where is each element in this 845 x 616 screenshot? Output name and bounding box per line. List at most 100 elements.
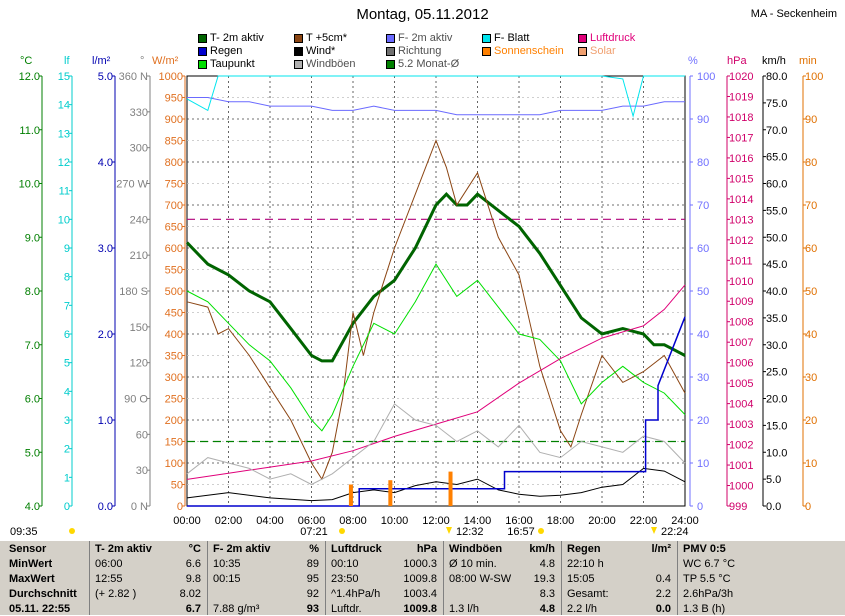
axis-label-wind: 5.0 [766,474,781,486]
axis-label-press: 1019 [729,91,753,103]
panel-hum-unit: % [309,542,319,555]
panel-sensor-header: Sensor [9,542,47,555]
legend-item: Solar [578,45,616,57]
panel-press-min: 1000.3 [403,557,437,570]
panel-rain-max-time: 15:05 [567,572,595,585]
panel-temp-max-time: 12:55 [95,572,123,585]
axis-label-lf: 3 [64,415,70,427]
panel-rain-current: 0.0 [655,602,671,615]
axis-head-rain: l/m² [92,55,111,67]
axis-label-dir: 300 [130,143,148,155]
panel-pmv-header: PMV 0:5 [683,542,726,555]
axis-label-rain: 2.0 [98,329,113,341]
legend-label: F- 2m aktiv [398,32,453,44]
axis-label-press: 1015 [729,173,753,185]
x-tick-label: 02:00 [215,515,243,527]
axis-label-sun: 90 [805,114,817,126]
axis-label-solar: 600 [165,243,183,255]
series-line [186,75,685,119]
axis-label-wind: 45.0 [766,259,787,271]
axis-label-dir: 180 S [119,286,148,298]
panel-gust-current: 4.8 [539,602,555,615]
axis-label-lf: 1 [64,472,70,484]
axis-label-press: 1009 [729,296,753,308]
axis-head-press: hPa [727,55,747,67]
axis-label-wind: 50.0 [766,232,787,244]
axis-label-tempC: 11.0 [19,125,40,137]
axis-label-sun: 100 [805,71,823,83]
axis-head-hum: % [688,55,698,67]
panel-gust-label: Ø 10 min. [449,557,497,570]
panel-rain-unit: l/m² [651,542,671,555]
panel-windchill: WC 6.7 °C [683,557,736,570]
axis-label-dir: 360 N [119,71,148,83]
panel-hum-blank [210,586,297,601]
panel-col-temp: T- 2m aktiv °C 06:00 6.6 12:55 9.8 (+ 2.82 … [92,541,204,616]
axis-label-rain: 1.0 [98,415,113,427]
panel-temp-unit: °C [188,542,201,555]
axis-label-press: 1011 [729,255,753,267]
axis-label-dir: 120 [130,358,148,370]
series-line [186,467,686,502]
legend-label: Solar [590,45,616,57]
legend-item: Windböen [294,58,356,70]
axis-label-hum: 30 [697,372,709,384]
noon-icon [446,527,452,534]
x-tick-label: 24:00 [671,515,699,527]
axis-label-sun: 30 [805,372,817,384]
legend-label: T +5cm* [306,32,348,44]
panel-rain-total-label: Gesamt: [567,587,609,600]
panel-temp-min-time: 06:00 [95,557,123,570]
panel-col-pressure: Luftdruck hPa 00:10 1000.3 23:50 1009.8 ^1.… [328,541,440,616]
legend-item: Regen [198,45,242,57]
axis-label-hum: 40 [697,329,709,341]
axis-label-lf: 12 [58,157,70,169]
series-line [186,284,686,480]
panel-gust-blank [446,586,522,601]
axis-label-tempC: 9.0 [25,232,40,244]
panel-hum-min: 89 [306,557,319,570]
sun-marker-icon [69,528,75,534]
axis-label-solar: 350 [165,351,183,363]
panel-temp-current: 6.7 [185,602,201,615]
panel-rain-max: 0.4 [655,572,671,585]
panel-hum-max: 95 [306,572,319,585]
panel-hum-min-time: 10:35 [213,557,241,570]
axis-head-solar: W/m² [152,55,179,67]
axis-label-solar: 750 [165,179,183,191]
axis-label-lf: 11 [59,186,70,198]
panel-press-max: 1009.8 [403,572,437,585]
axis-head-lf: lf [64,55,70,67]
axis-head-sun: min [799,55,817,67]
series-line [185,192,686,363]
axis-label-hum: 80 [697,157,709,169]
panel-temp-min: 6.6 [185,557,201,570]
x-tick-label: 18:00 [547,515,575,527]
axis-label-solar: 50 [171,480,183,492]
panel-durchschnitt-label: Durchschnitt [9,587,77,600]
panel-gust-avg: 8.3 [539,587,555,600]
axis-head-dir: ° [140,55,144,67]
panel-press-avg: 1003.4 [403,587,437,600]
axis-label-wind: 80.0 [766,71,787,83]
legend-label: Windböen [306,58,356,70]
panel-rain-blank [636,556,674,571]
axis-label-lf: 14 [58,100,70,112]
axis-label-wind: 10.0 [766,447,787,459]
axis-label-press: 1005 [729,378,753,390]
panel-temp-extra [92,601,170,616]
chart-title: Montag, 05.11.2012 [356,6,489,23]
legend-item: F- 2m aktiv [386,32,452,44]
legend-swatch [294,46,303,56]
panel-temp-header: T- 2m aktiv [95,542,152,555]
axis-label-solar: 0 [177,501,183,513]
axis-label-dir: 270 W [116,179,148,191]
axis-label-tempC: 10.0 [19,179,40,191]
axis-label-press: 1002 [729,440,753,452]
axis-label-dir: 0 N [131,501,148,513]
axis-label-wind: 40.0 [766,286,787,298]
axis-label-solar: 900 [165,114,183,126]
panel-gust-unit: km/h [529,542,555,555]
axis-label-tempC: 4.0 [25,501,40,513]
legend-item: T- 2m aktiv [198,32,264,44]
